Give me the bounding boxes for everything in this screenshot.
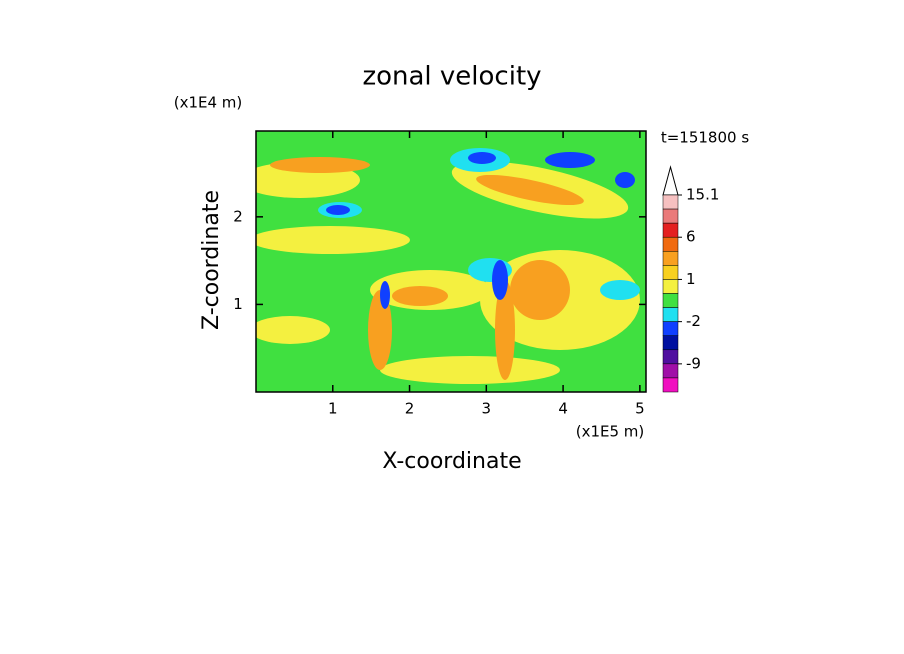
colorbar-tick-label: -9 [686, 354, 701, 372]
colorbar-arrow [662, 165, 679, 196]
colorbar-tick-label: 15.1 [686, 186, 719, 204]
colorbar-segment [662, 222, 679, 238]
colorbar-tick-label: 1 [686, 270, 696, 288]
colorbar-segment [662, 335, 679, 351]
colorbar-segment [662, 363, 679, 379]
time-annotation: t=151800 s [661, 129, 749, 147]
y-tick-label: 2 [233, 207, 243, 225]
colorbar-segment [662, 208, 679, 224]
y-axis-label: Z-coordinate [199, 190, 224, 330]
x-tick-label: 3 [482, 400, 492, 418]
plot-frame [255, 130, 647, 393]
colorbar-segment [662, 236, 679, 252]
colorbar-segment [662, 307, 679, 322]
colorbar-segment [662, 377, 679, 393]
x-unit: (x1E5 m) [576, 423, 645, 441]
x-axis-label: X-coordinate [382, 449, 521, 474]
colorbar-segment [662, 265, 679, 280]
colorbar-tick-label: -2 [686, 312, 701, 330]
colorbar-segment [662, 279, 679, 294]
x-tick-label: 5 [635, 400, 645, 418]
colorbar-segment [662, 251, 679, 266]
contour-field [256, 131, 646, 392]
y-tick-label: 1 [233, 295, 243, 313]
colorbar-segment [662, 293, 679, 308]
x-tick-label: 2 [405, 400, 415, 418]
x-tick-label: 4 [558, 400, 568, 418]
x-tick-label: 1 [328, 400, 338, 418]
y-unit: (x1E4 m) [174, 94, 243, 112]
colorbar-segment [662, 321, 679, 336]
colorbar-tick-label: 6 [686, 228, 696, 246]
colorbar-segment [662, 349, 679, 365]
colorbar-segment [662, 194, 679, 210]
chart-title: zonal velocity [362, 62, 541, 92]
